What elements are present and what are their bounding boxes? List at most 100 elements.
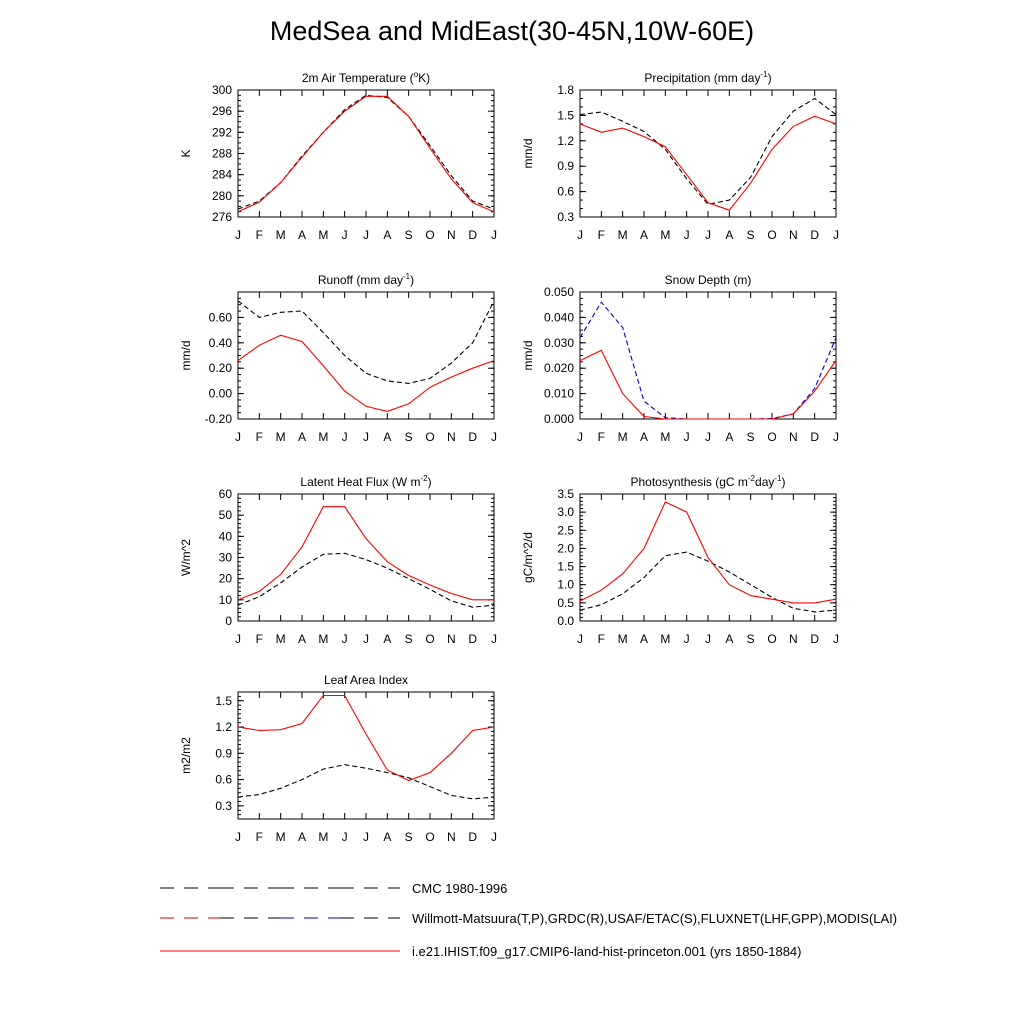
x-tick-label: F bbox=[256, 228, 263, 242]
x-tick-label: N bbox=[447, 632, 456, 646]
series-line-2 bbox=[579, 301, 837, 420]
y-tick-label: 40 bbox=[219, 529, 233, 543]
x-tick-label: D bbox=[810, 228, 819, 242]
panel-4: Snow Depth (m) mm/d 0.000 0.010 0.020 0.030 0.… bbox=[521, 273, 839, 444]
x-tick-label: S bbox=[405, 632, 413, 646]
series-line-3 bbox=[579, 349, 837, 420]
x-tick-label: O bbox=[425, 430, 434, 444]
x-tick-label: M bbox=[318, 632, 328, 646]
figure-title: MedSea and MidEast(30-45N,10W-60E) bbox=[269, 16, 755, 46]
x-tick-label: J bbox=[363, 830, 369, 844]
x-tick-label: J bbox=[363, 632, 369, 646]
x-tick-label: D bbox=[810, 632, 819, 646]
x-tick-label: J bbox=[577, 228, 583, 242]
x-tick-label: J bbox=[684, 632, 690, 646]
x-tick-label: F bbox=[256, 430, 263, 444]
legend-label: i.e21.IHIST.f09_g17.CMIP6-land-hist-prin… bbox=[412, 944, 802, 959]
x-tick-label: J bbox=[833, 632, 839, 646]
series-line-2 bbox=[237, 694, 495, 782]
x-tick-label: F bbox=[598, 430, 605, 444]
legend-entry-1: CMC 1980-1996 bbox=[160, 881, 507, 896]
x-tick-label: S bbox=[405, 228, 413, 242]
x-tick-label: J bbox=[684, 228, 690, 242]
x-tick-label: S bbox=[747, 430, 755, 444]
legend-label: Willmott-Matsuura(T,P),GRDC(R),USAF/ETAC… bbox=[412, 911, 897, 926]
x-tick-label: N bbox=[789, 228, 798, 242]
x-tick-label: J bbox=[491, 830, 497, 844]
x-tick-label: D bbox=[468, 430, 477, 444]
y-tick-label: 1.8 bbox=[557, 83, 574, 97]
x-tick-label: M bbox=[318, 228, 328, 242]
y-tick-label: 1.5 bbox=[557, 108, 574, 122]
x-tick-label: D bbox=[468, 830, 477, 844]
x-tick-label: J bbox=[833, 228, 839, 242]
y-tick-label: 30 bbox=[219, 551, 233, 565]
series-line-1 bbox=[579, 97, 837, 205]
x-tick-label: O bbox=[767, 632, 776, 646]
x-tick-label: J bbox=[491, 430, 497, 444]
y-tick-label: 60 bbox=[219, 487, 233, 501]
x-tick-label: N bbox=[447, 228, 456, 242]
y-tick-label: 288 bbox=[212, 147, 232, 161]
x-tick-label: F bbox=[598, 228, 605, 242]
x-tick-label: J bbox=[684, 430, 690, 444]
x-tick-label: A bbox=[383, 632, 391, 646]
y-tick-label: 0.6 bbox=[557, 185, 574, 199]
plot-frame bbox=[237, 691, 495, 820]
y-tick-label: 0.010 bbox=[544, 387, 574, 401]
x-tick-label: J bbox=[342, 430, 348, 444]
x-tick-label: D bbox=[468, 228, 477, 242]
x-tick-label: F bbox=[256, 830, 263, 844]
x-tick-label: N bbox=[789, 632, 798, 646]
series-line-2 bbox=[237, 506, 494, 601]
series-line-1 bbox=[237, 94, 495, 210]
y-tick-label: 0.040 bbox=[544, 310, 574, 324]
series-line-2 bbox=[237, 334, 495, 412]
x-tick-label: A bbox=[383, 830, 391, 844]
x-tick-label: O bbox=[425, 228, 434, 242]
panel-title: Leaf Area Index bbox=[324, 673, 408, 687]
x-tick-label: J bbox=[342, 228, 348, 242]
series-line-2 bbox=[579, 501, 837, 604]
plot-frame bbox=[237, 291, 495, 420]
x-tick-label: M bbox=[618, 228, 628, 242]
x-tick-label: A bbox=[640, 228, 648, 242]
y-axis-label: K bbox=[179, 149, 193, 157]
x-tick-label: A bbox=[298, 228, 306, 242]
x-tick-label: M bbox=[618, 632, 628, 646]
y-tick-label: 296 bbox=[212, 104, 232, 118]
y-tick-label: 0.9 bbox=[557, 159, 574, 173]
x-tick-label: J bbox=[705, 228, 711, 242]
x-tick-label: S bbox=[405, 830, 413, 844]
y-tick-label: 0.6 bbox=[215, 773, 232, 787]
plot-frame bbox=[579, 89, 837, 218]
y-tick-label: 0.00 bbox=[209, 387, 233, 401]
legend-entry-2: Willmott-Matsuura(T,P),GRDC(R),USAF/ETAC… bbox=[160, 911, 897, 926]
y-tick-label: 1.2 bbox=[557, 134, 574, 148]
x-tick-label: N bbox=[789, 430, 798, 444]
x-tick-label: M bbox=[276, 632, 286, 646]
x-tick-label: F bbox=[598, 632, 605, 646]
y-tick-label: 0.030 bbox=[544, 336, 574, 350]
panel-title: Latent Heat Flux (W m-2) bbox=[300, 474, 431, 489]
x-tick-label: J bbox=[705, 632, 711, 646]
x-tick-label: J bbox=[577, 430, 583, 444]
y-tick-label: 1.5 bbox=[215, 694, 232, 708]
x-tick-label: M bbox=[660, 632, 670, 646]
y-axis-label: gC/m^2/d bbox=[521, 532, 535, 583]
x-tick-label: A bbox=[725, 430, 733, 444]
series-line-1 bbox=[237, 552, 495, 608]
x-tick-label: J bbox=[235, 430, 241, 444]
y-tick-label: 280 bbox=[212, 189, 232, 203]
x-tick-label: A bbox=[383, 228, 391, 242]
panel-3: Runoff (mm day-1) mm/d -0.20 0.00 0.20 0.40 0.… bbox=[179, 272, 497, 444]
x-tick-label: J bbox=[833, 430, 839, 444]
y-tick-label: 2.5 bbox=[557, 523, 574, 537]
series-line-1 bbox=[579, 551, 837, 613]
y-axis-label: mm/d bbox=[521, 341, 535, 371]
y-tick-label: 1.2 bbox=[215, 720, 232, 734]
x-tick-label: A bbox=[298, 830, 306, 844]
panel-1: 2m Air Temperature (oK) K 276 280 284 288 292 2… bbox=[179, 70, 497, 242]
